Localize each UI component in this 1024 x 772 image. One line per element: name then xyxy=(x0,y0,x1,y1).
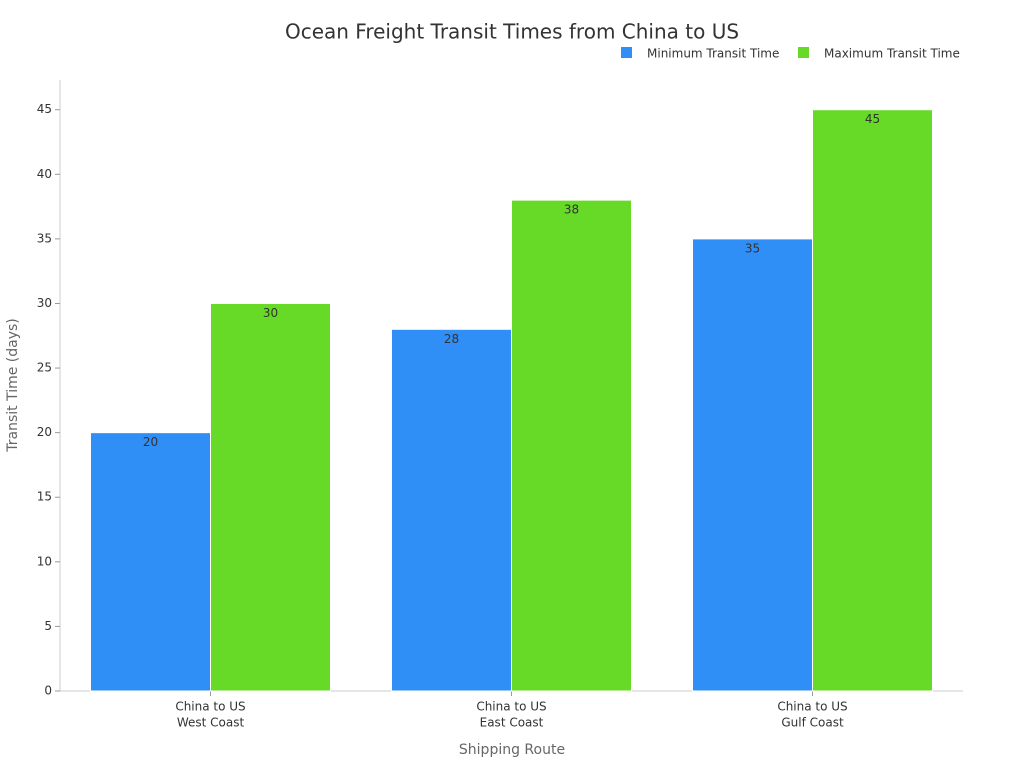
legend-label: Minimum Transit Time xyxy=(647,47,779,61)
data-label: 20 xyxy=(143,435,158,449)
y-axis-label: Transit Time (days) xyxy=(5,318,21,453)
y-tick-label: 5 xyxy=(44,619,52,633)
x-tick-label: China to US xyxy=(777,700,847,714)
bar xyxy=(210,302,331,692)
x-tick-label: West Coast xyxy=(177,716,245,730)
y-tick-label: 20 xyxy=(37,425,52,439)
chart-title: Ocean Freight Transit Times from China t… xyxy=(285,20,739,44)
x-tick-label: East Coast xyxy=(480,716,544,730)
legend-label: Maximum Transit Time xyxy=(824,47,960,61)
bar xyxy=(812,109,933,692)
bar xyxy=(692,238,813,692)
y-tick-label: 30 xyxy=(37,296,52,310)
x-axis-label: Shipping Route xyxy=(459,742,565,758)
x-tick-label: Gulf Coast xyxy=(781,716,844,730)
y-tick-label: 35 xyxy=(37,231,52,245)
data-label: 28 xyxy=(444,332,459,346)
x-tick-label: China to US xyxy=(476,700,546,714)
y-tick-label: 45 xyxy=(37,102,52,116)
legend-swatch xyxy=(798,47,809,58)
y-tick-label: 0 xyxy=(44,684,52,698)
y-tick-label: 40 xyxy=(37,167,52,181)
y-tick-label: 10 xyxy=(37,554,52,568)
data-label: 30 xyxy=(263,306,278,320)
data-label: 38 xyxy=(564,203,579,217)
x-tick-label: China to US xyxy=(175,700,245,714)
bar xyxy=(511,199,632,692)
legend-swatch xyxy=(621,47,632,58)
y-tick-label: 25 xyxy=(37,361,52,375)
y-tick-label: 15 xyxy=(37,490,52,504)
data-label: 35 xyxy=(745,241,760,255)
data-label: 45 xyxy=(865,112,880,126)
bar xyxy=(391,328,512,692)
bar xyxy=(90,432,211,692)
